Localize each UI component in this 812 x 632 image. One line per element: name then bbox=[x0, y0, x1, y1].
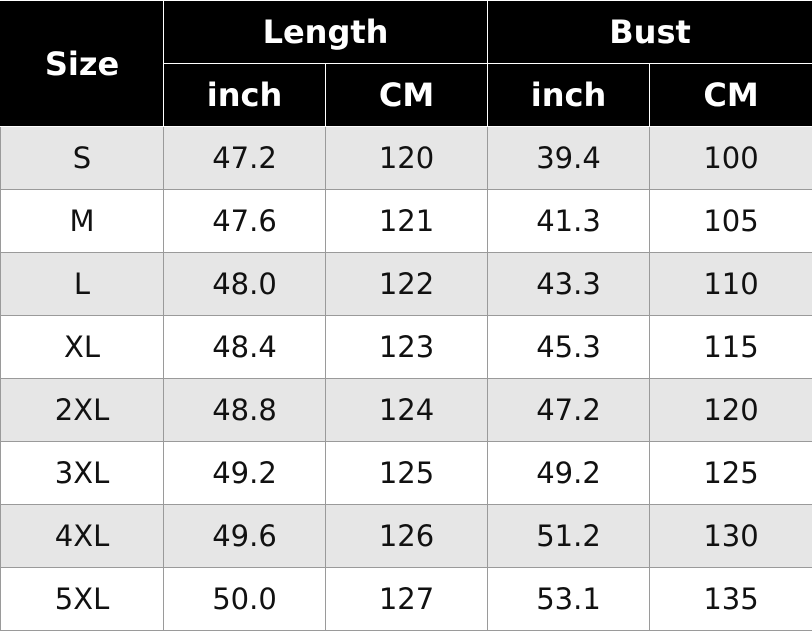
size-cell: S bbox=[0, 126, 164, 190]
value-cell: 120 bbox=[324, 126, 489, 190]
value-cell: 110 bbox=[649, 252, 812, 316]
table-row: S 47.2 120 39.4 100 bbox=[0, 126, 812, 190]
header-row: Size Length Bust bbox=[0, 0, 812, 127]
table-row: 4XL 49.6 126 51.2 130 bbox=[0, 504, 812, 568]
value-cell: 135 bbox=[649, 567, 812, 631]
size-cell: 5XL bbox=[0, 567, 164, 631]
group-header: Length bbox=[162, 0, 489, 64]
size-cell: XL bbox=[0, 315, 164, 379]
table-row: L 48.0 122 43.3 110 bbox=[0, 252, 812, 316]
table-row: XL 48.4 123 45.3 115 bbox=[0, 315, 812, 379]
value-cell: 100 bbox=[649, 126, 812, 190]
table-body: S 47.2 120 39.4 100 M 47.6 121 41.3 105 L 48.0 122 43… bbox=[0, 126, 812, 631]
unit-header: CM bbox=[649, 63, 812, 127]
value-cell: 47.6 bbox=[163, 189, 326, 253]
size-cell: 3XL bbox=[0, 441, 164, 505]
size-cell: 2XL bbox=[0, 378, 164, 442]
value-cell: 125 bbox=[649, 441, 812, 505]
value-cell: 39.4 bbox=[487, 126, 651, 190]
value-cell: 48.0 bbox=[163, 252, 326, 316]
value-cell: 49.6 bbox=[163, 504, 326, 568]
value-cell: 49.2 bbox=[163, 441, 326, 505]
size-cell: M bbox=[0, 189, 164, 253]
value-cell: 126 bbox=[324, 504, 489, 568]
value-cell: 105 bbox=[649, 189, 812, 253]
value-cell: 49.2 bbox=[487, 441, 651, 505]
value-cell: 50.0 bbox=[163, 567, 326, 631]
value-cell: 45.3 bbox=[487, 315, 651, 379]
value-cell: 53.1 bbox=[487, 567, 651, 631]
value-cell: 41.3 bbox=[487, 189, 651, 253]
value-cell: 47.2 bbox=[487, 378, 651, 442]
value-cell: 120 bbox=[649, 378, 812, 442]
value-cell: 124 bbox=[324, 378, 489, 442]
value-cell: 123 bbox=[324, 315, 489, 379]
value-cell: 121 bbox=[324, 189, 489, 253]
unit-header: inch bbox=[487, 63, 651, 127]
unit-header: CM bbox=[324, 63, 489, 127]
value-cell: 51.2 bbox=[487, 504, 651, 568]
value-cell: 125 bbox=[324, 441, 489, 505]
value-cell: 43.3 bbox=[487, 252, 651, 316]
table-header: Size Length Bust inch CM inch CM bbox=[0, 0, 812, 127]
value-cell: 48.8 bbox=[163, 378, 326, 442]
table-row: M 47.6 121 41.3 105 bbox=[0, 189, 812, 253]
table-row: 2XL 48.8 124 47.2 120 bbox=[0, 378, 812, 442]
table-row: 3XL 49.2 125 49.2 125 bbox=[0, 441, 812, 505]
size-cell: L bbox=[0, 252, 164, 316]
size-cell: 4XL bbox=[0, 504, 164, 568]
group-header: Bust bbox=[487, 0, 812, 64]
value-cell: 127 bbox=[324, 567, 489, 631]
value-cell: 47.2 bbox=[163, 126, 326, 190]
unit-header: inch bbox=[163, 63, 326, 127]
value-cell: 115 bbox=[649, 315, 812, 379]
size-header: Size bbox=[0, 0, 164, 127]
unit-row: inch CM inch CM bbox=[1, 63, 812, 127]
value-cell: 130 bbox=[649, 504, 812, 568]
table-row: 5XL 50.0 127 53.1 135 bbox=[0, 567, 812, 631]
value-cell: 122 bbox=[324, 252, 489, 316]
value-cell: 48.4 bbox=[163, 315, 326, 379]
